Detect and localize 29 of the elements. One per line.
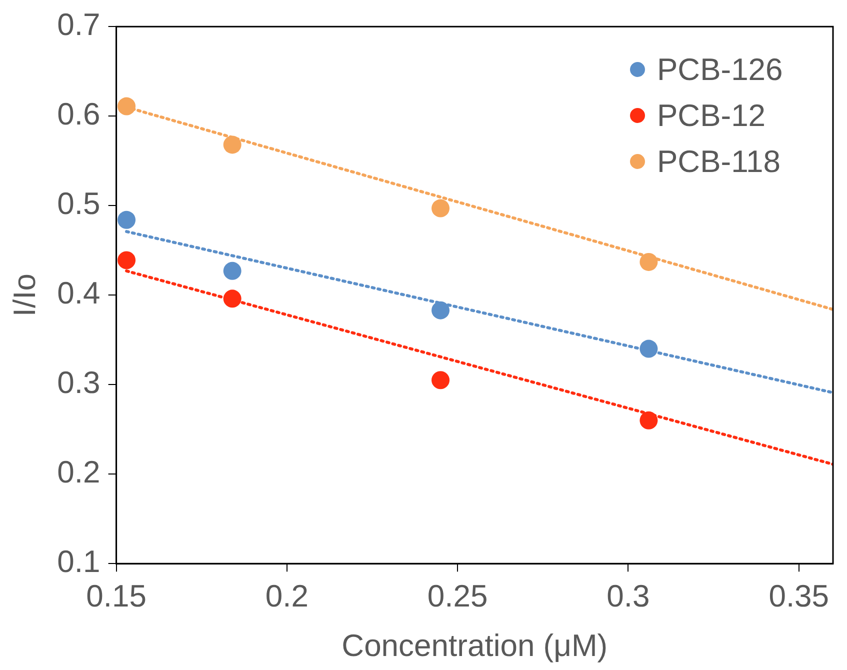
legend-label: PCB-118 — [657, 142, 780, 181]
y-tick-label: 0.1 — [57, 544, 100, 580]
point — [640, 340, 658, 358]
x-tick-label: 0.2 — [265, 578, 308, 614]
x-tick-label: 0.15 — [86, 578, 146, 614]
point — [640, 411, 658, 430]
point — [223, 262, 242, 280]
point — [432, 301, 450, 320]
x-tick-label: 0.3 — [606, 578, 650, 614]
point — [118, 97, 136, 116]
legend-label: PCB-126 — [657, 50, 783, 89]
x-axis-title: Concentration (μM) — [342, 628, 608, 663]
point — [432, 199, 450, 218]
y-tick-label: 0.3 — [57, 365, 100, 400]
point — [118, 251, 136, 270]
y-tick-label: 0.6 — [57, 96, 100, 132]
x-tick-label: 0.35 — [768, 578, 830, 614]
y-tick-label: 0.4 — [57, 276, 100, 311]
y-axis-title: I/Io — [7, 274, 42, 317]
y-tick-label: 0.5 — [57, 186, 100, 222]
point — [118, 210, 136, 229]
x-tick-label: 0.25 — [427, 578, 488, 614]
point — [223, 290, 242, 308]
point — [223, 136, 242, 154]
y-tick-label: 0.2 — [57, 454, 100, 490]
point — [432, 371, 450, 390]
point — [640, 252, 658, 271]
y-tick-label: 0.7 — [57, 7, 100, 42]
legend-label: PCB-12 — [657, 96, 766, 135]
